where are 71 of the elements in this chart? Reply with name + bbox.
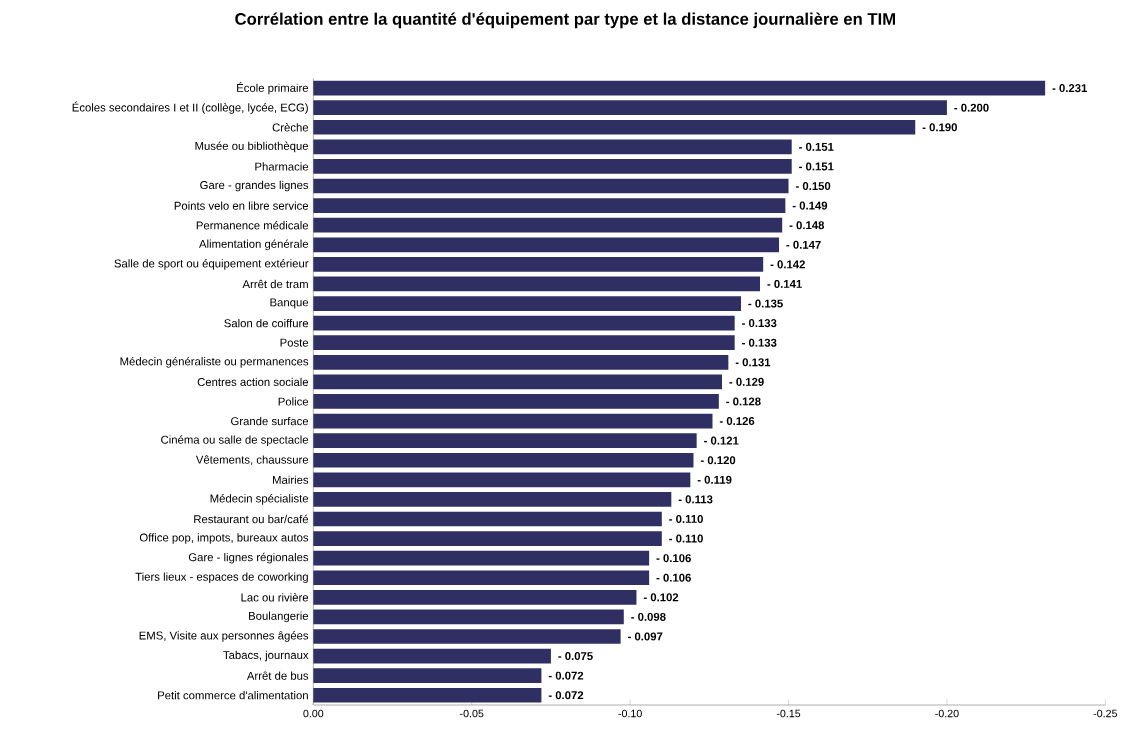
data-label: - 0.110 <box>669 514 703 523</box>
data-label: - 0.147 <box>786 240 821 249</box>
data-label: - 0.075 <box>558 652 593 661</box>
y-tick-label: Médecin généraliste ou permanences <box>120 356 309 368</box>
chart-title: Corrélation entre la quantité d'équipement par type et la distance journalière en TIM <box>235 12 895 29</box>
data-label: - 0.131 <box>735 358 771 367</box>
y-tick-label: Crèche <box>272 123 309 132</box>
y-tick-label: Arrêt de tram <box>242 279 308 289</box>
data-label: - 0.148 <box>789 221 825 230</box>
y-tick-label: Police <box>278 397 309 406</box>
x-tick-label: -0.05 <box>460 709 484 718</box>
data-label: - 0.119 <box>697 475 732 484</box>
data-label: - 0.126 <box>719 417 755 426</box>
y-tick-label: Centres action sociale <box>197 377 309 387</box>
x-tick-label: -0.25 <box>1093 709 1118 718</box>
y-tick-label: Office pop, impots, bureaux autos <box>139 533 309 544</box>
x-tick-label: -0.20 <box>935 709 959 718</box>
y-tick-label: Vêtements, chaussure <box>195 455 309 466</box>
y-tick-label: Petit commerce d'alimentation <box>158 691 308 700</box>
y-tick-label: Banque <box>270 298 309 309</box>
data-label: - 0.133 <box>742 319 777 328</box>
data-label: - 0.149 <box>792 201 828 210</box>
x-tick-label: 0.00 <box>303 709 324 718</box>
y-tick-label: Gare - lignes régionales <box>188 552 309 564</box>
data-label: - 0.097 <box>628 632 663 641</box>
data-label: - 0.135 <box>748 299 783 308</box>
data-label: - 0.133 <box>742 338 777 347</box>
y-tick-label: Grande surface <box>231 416 309 426</box>
data-label: - 0.072 <box>548 691 584 700</box>
data-label: - 0.190 <box>922 123 957 132</box>
data-label: - 0.120 <box>700 456 736 465</box>
y-tick-label: Lac ou rivière <box>241 593 309 602</box>
y-tick-label: EMS, Visite aux personnes âgées <box>139 631 309 642</box>
y-tick-label: Poste <box>280 338 309 347</box>
y-tick-label: École primaire <box>237 82 309 95</box>
y-tick-label: Salon de coiffure <box>224 318 309 328</box>
y-tick-label: Boulangerie <box>249 611 309 623</box>
data-label: - 0.106 <box>656 573 691 582</box>
y-tick-label: Restaurant ou bar/café <box>194 514 309 524</box>
y-tick-label: Gare - grandes lignes <box>200 180 309 192</box>
data-label: - 0.141 <box>767 279 802 288</box>
data-label: - 0.113 <box>678 495 713 504</box>
data-label: - 0.098 <box>631 612 666 621</box>
data-label: - 0.129 <box>729 377 764 386</box>
y-tick-label: Alimentation générale <box>199 239 309 251</box>
data-label: - 0.102 <box>643 593 679 602</box>
data-label: - 0.110 <box>669 534 703 543</box>
y-tick-label: Mairies <box>273 475 309 484</box>
y-tick-label: Pharmacie <box>255 162 309 171</box>
y-tick-label: Écoles secondaires I et II (collège, lycée, ECG) <box>72 101 308 114</box>
x-tick-label: -0.10 <box>618 709 642 718</box>
y-tick-label: Médecin spécialiste <box>210 494 309 505</box>
y-tick-label: Musée ou bibliothèque <box>195 141 309 153</box>
data-label: - 0.142 <box>770 260 805 269</box>
y-tick-label: Permanence médicale <box>196 220 309 230</box>
data-label: - 0.128 <box>726 397 761 406</box>
data-label: - 0.121 <box>704 436 739 445</box>
x-tick-label: -0.15 <box>776 709 801 718</box>
data-label: - 0.072 <box>548 671 584 680</box>
y-tick-label: Tiers lieux - espaces de coworking <box>135 572 308 583</box>
y-tick-label: Points velo en libre service <box>174 201 309 210</box>
data-label: - 0.151 <box>799 162 834 171</box>
data-label: - 0.231 <box>1052 84 1088 93</box>
y-tick-label: Salle de sport ou équipement extérieur <box>114 259 309 270</box>
y-tick-label: Tabacs, journaux <box>223 650 309 662</box>
y-tick-label: Arrêt de bus <box>246 671 309 680</box>
data-label: - 0.200 <box>954 103 989 112</box>
data-label: - 0.150 <box>795 182 831 191</box>
data-label: - 0.151 <box>799 142 834 151</box>
data-label: - 0.106 <box>656 554 691 563</box>
y-tick-label: Cinéma ou salle de spectacle <box>161 435 309 446</box>
